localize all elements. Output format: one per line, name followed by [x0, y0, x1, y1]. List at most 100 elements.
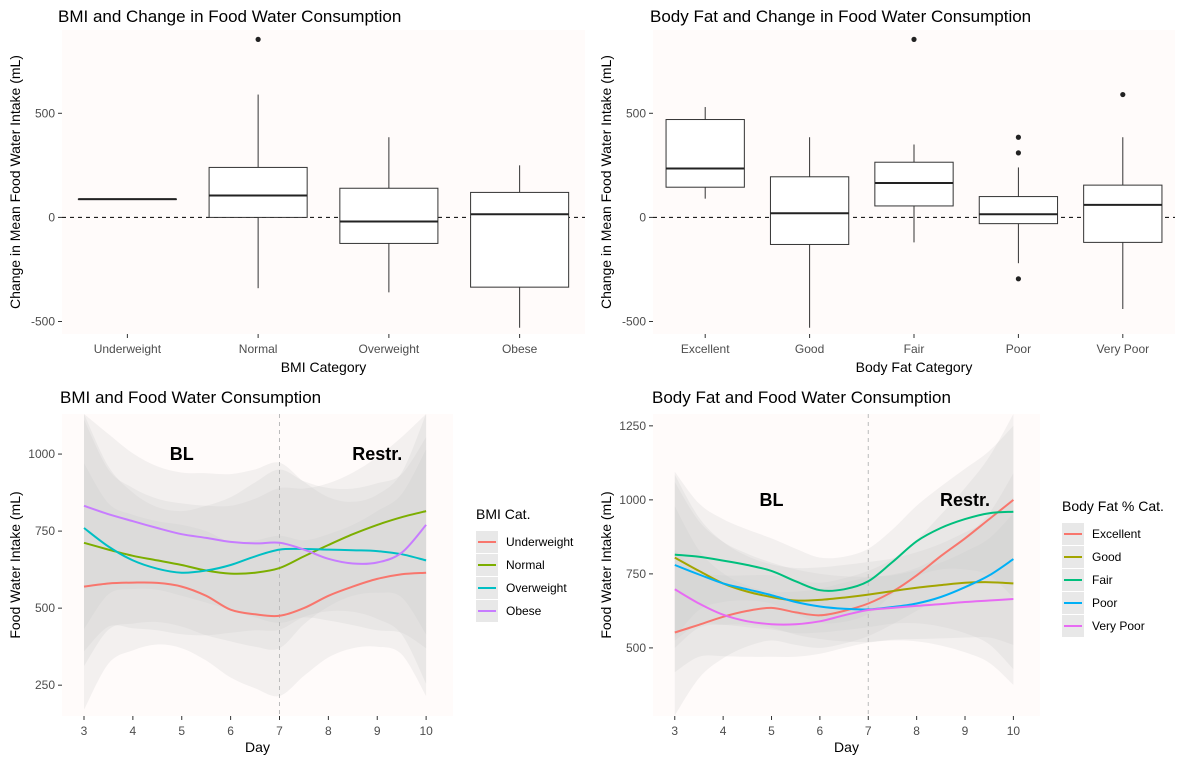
confidence-band [674, 474, 1014, 670]
x-tick-label: 5 [178, 724, 185, 738]
x-tick-label: 10 [419, 724, 433, 738]
y-tick-label: 750 [626, 567, 646, 581]
boxplot-panel-1: Body Fat and Change in Food Water Consum… [598, 7, 1175, 375]
y-tick-label: 500 [35, 601, 55, 615]
box-iqr [470, 191, 570, 288]
x-tick-label: Fair [904, 342, 925, 356]
x-tick-label: Very Poor [1096, 342, 1149, 356]
x-tick-label: Obese [502, 342, 538, 356]
y-tick-label: 500 [35, 106, 55, 120]
legend-label: Normal [506, 558, 545, 572]
legend-item: Obese [476, 600, 542, 622]
box-very-poor [1083, 91, 1163, 310]
x-axis-title: Day [245, 739, 270, 755]
y-tick-label: 500 [626, 106, 646, 120]
confidence-band [674, 425, 1014, 638]
legend-item: Underweight [476, 531, 574, 553]
outlier-point [1120, 91, 1126, 98]
x-tick-label: Underweight [94, 342, 162, 356]
y-tick-label: -500 [622, 315, 646, 329]
y-tick-label: 1000 [619, 493, 646, 507]
legend-item: Very Poor [1062, 615, 1145, 637]
legend-title: Body Fat % Cat. [1062, 498, 1164, 514]
box-underweight [77, 198, 177, 201]
boxplot-panel-0: BMI and Change in Food Water Consumption… [7, 7, 585, 375]
x-tick-label: 7 [276, 724, 283, 738]
y-axis-title: Food Water Intake (mL) [7, 491, 23, 638]
outlier-point [911, 36, 917, 42]
series-line-fair [674, 510, 1014, 592]
x-tick-label: 6 [227, 724, 234, 738]
box-iqr [874, 161, 954, 207]
box-fair [874, 36, 954, 243]
x-tick-label: 4 [720, 724, 727, 738]
x-tick-label: Normal [239, 342, 278, 356]
series-line-poor [674, 558, 1014, 611]
series-line-excellent [674, 499, 1015, 634]
x-tick-label: Excellent [681, 342, 730, 356]
legend-item: Normal [476, 554, 545, 576]
x-tick-label: 9 [374, 724, 381, 738]
legend-label: Very Poor [1092, 619, 1145, 633]
box-poor [978, 134, 1059, 282]
x-tick-label: 5 [768, 724, 775, 738]
box-obese [470, 165, 570, 328]
x-tick-label: 4 [130, 724, 137, 738]
legend-title: BMI Cat. [476, 506, 530, 522]
series-line-obese [83, 504, 427, 565]
x-axis-title: Body Fat Category [856, 359, 973, 375]
confidence-band [674, 506, 1014, 685]
outlier-point [1015, 276, 1022, 282]
series-line-normal [83, 510, 427, 575]
x-tick-label: 3 [81, 724, 88, 738]
confidence-band [84, 414, 427, 649]
box-good [769, 137, 850, 328]
box-iqr [665, 119, 745, 188]
legend-label: Good [1092, 550, 1121, 564]
outlier-point [1015, 134, 1022, 140]
x-axis-title: BMI Category [281, 359, 367, 375]
y-axis-title: Change in Mean Food Water Intake (mL) [598, 55, 614, 309]
legend-label: Poor [1092, 596, 1117, 610]
confidence-band [84, 414, 427, 667]
legend-item: Overweight [476, 577, 567, 599]
y-tick-label: 250 [35, 678, 55, 692]
y-axis-title: Food Water Intake (mL) [598, 491, 614, 638]
legend-item: Good [1062, 546, 1121, 568]
y-tick-label: -500 [31, 315, 55, 329]
y-tick-label: 750 [35, 524, 55, 538]
legend-label: Fair [1092, 573, 1113, 587]
confidence-band [84, 449, 427, 710]
y-tick-label: 1250 [619, 419, 646, 433]
x-tick-label: Overweight [359, 342, 420, 356]
box-iqr [208, 166, 308, 218]
y-tick-label: 0 [639, 210, 646, 224]
y-tick-label: 500 [626, 641, 646, 655]
box-normal [208, 36, 308, 289]
legend-item: Poor [1062, 592, 1117, 614]
x-tick-label: 9 [962, 724, 969, 738]
phase-annotation: BL [760, 490, 784, 510]
plot-background [62, 30, 585, 334]
legend-item: Excellent [1062, 523, 1141, 545]
series-line-underweight [83, 571, 427, 618]
confidence-band [84, 414, 427, 684]
series-line-very-poor [674, 588, 1014, 626]
series-line-overweight [83, 527, 427, 574]
box-overweight [339, 137, 439, 293]
plot-background [62, 414, 453, 716]
legend-label: Underweight [506, 535, 574, 549]
x-tick-label: 3 [671, 724, 678, 738]
phase-annotation: Restr. [940, 490, 990, 510]
y-tick-label: 0 [48, 210, 55, 224]
x-tick-label: 7 [865, 724, 872, 738]
x-axis-title: Day [834, 739, 859, 755]
x-tick-label: 10 [1007, 724, 1021, 738]
chart-title: BMI and Change in Food Water Consumption [58, 7, 401, 26]
chart-title: BMI and Food Water Consumption [60, 388, 321, 407]
chart-title: Body Fat and Food Water Consumption [652, 388, 951, 407]
plot-background [653, 414, 1040, 716]
line-panel-2: BMI and Food Water Consumption 250 500 750 1… [7, 388, 574, 755]
confidence-band [674, 414, 1014, 716]
